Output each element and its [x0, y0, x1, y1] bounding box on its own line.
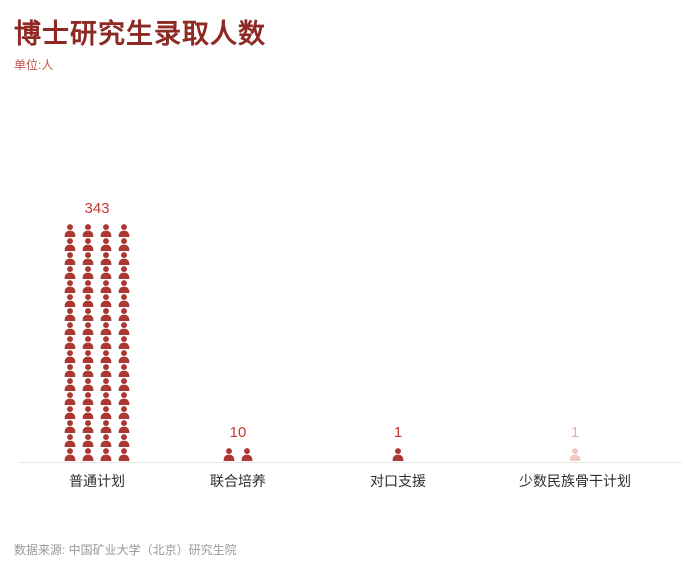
person-icon	[64, 322, 76, 335]
person-icon	[223, 448, 235, 461]
person-icon	[82, 448, 94, 461]
person-icon	[118, 252, 130, 265]
person-icon	[82, 378, 94, 391]
person-icon	[118, 336, 130, 349]
category-label: 对口支援	[370, 473, 426, 489]
person-icon	[118, 420, 130, 433]
person-icon	[64, 280, 76, 293]
person-icon	[241, 448, 253, 461]
person-icon	[64, 406, 76, 419]
person-icon	[118, 266, 130, 279]
person-icon	[82, 294, 94, 307]
person-icon	[82, 308, 94, 321]
person-icon	[100, 252, 112, 265]
person-icon	[82, 420, 94, 433]
person-icon	[82, 434, 94, 447]
value-label: 1	[393, 424, 403, 441]
person-icon	[118, 448, 130, 461]
person-icon	[118, 378, 130, 391]
chart-title: 博士研究生录取人数	[14, 19, 266, 49]
category-label: 联合培养	[210, 473, 266, 489]
person-icon	[64, 448, 76, 461]
person-icon	[82, 280, 94, 293]
person-icon	[82, 364, 94, 377]
person-icon	[100, 378, 112, 391]
person-icon	[118, 392, 130, 405]
person-icon	[118, 294, 130, 307]
person-icon	[118, 322, 130, 335]
person-icon	[100, 350, 112, 363]
value-label: 343	[84, 200, 110, 217]
icon-stack	[222, 448, 255, 461]
category-label: 少数民族骨干计划	[519, 473, 631, 489]
person-icon	[82, 252, 94, 265]
person-icon	[64, 224, 76, 237]
value-label: 1	[570, 424, 580, 441]
person-icon	[82, 266, 94, 279]
person-icon	[82, 392, 94, 405]
person-icon	[82, 224, 94, 237]
person-icon	[100, 294, 112, 307]
person-icon	[64, 350, 76, 363]
person-icon	[64, 252, 76, 265]
person-icon	[118, 224, 130, 237]
person-icon	[100, 336, 112, 349]
category-label: 普通计划	[69, 473, 125, 489]
value-label: 10	[229, 424, 247, 441]
person-icon	[64, 420, 76, 433]
person-icon	[64, 364, 76, 377]
person-icon	[82, 322, 94, 335]
person-icon	[100, 434, 112, 447]
person-icon	[64, 434, 76, 447]
bar-group: 1	[568, 424, 583, 461]
icon-stack	[63, 224, 132, 461]
person-icon	[118, 434, 130, 447]
icon-stack	[568, 448, 583, 461]
person-icon	[100, 392, 112, 405]
person-icon	[82, 350, 94, 363]
person-icon	[100, 322, 112, 335]
person-icon	[100, 364, 112, 377]
person-icon	[100, 448, 112, 461]
person-icon	[100, 266, 112, 279]
person-icon	[118, 280, 130, 293]
person-icon	[118, 364, 130, 377]
person-icon	[64, 294, 76, 307]
person-icon	[118, 308, 130, 321]
person-icon	[82, 238, 94, 251]
person-icon	[64, 266, 76, 279]
person-icon	[64, 336, 76, 349]
person-icon	[118, 238, 130, 251]
person-icon	[64, 238, 76, 251]
person-icon	[569, 448, 581, 461]
bar-group: 1	[391, 424, 406, 461]
person-icon	[118, 406, 130, 419]
person-icon	[100, 280, 112, 293]
person-icon	[118, 350, 130, 363]
person-icon	[100, 420, 112, 433]
x-axis-line	[18, 462, 682, 463]
chart-unit-label: 单位:人	[14, 58, 54, 72]
data-source: 数据来源: 中国矿业大学（北京）研究生院	[14, 543, 237, 557]
person-icon	[100, 406, 112, 419]
icon-stack	[391, 448, 406, 461]
person-icon	[100, 238, 112, 251]
person-icon	[64, 392, 76, 405]
person-icon	[100, 224, 112, 237]
person-icon	[82, 336, 94, 349]
person-icon	[100, 308, 112, 321]
person-icon	[392, 448, 404, 461]
bar-group: 10	[222, 424, 255, 461]
person-icon	[64, 378, 76, 391]
person-icon	[82, 406, 94, 419]
bar-group: 343	[63, 200, 132, 461]
person-icon	[64, 308, 76, 321]
